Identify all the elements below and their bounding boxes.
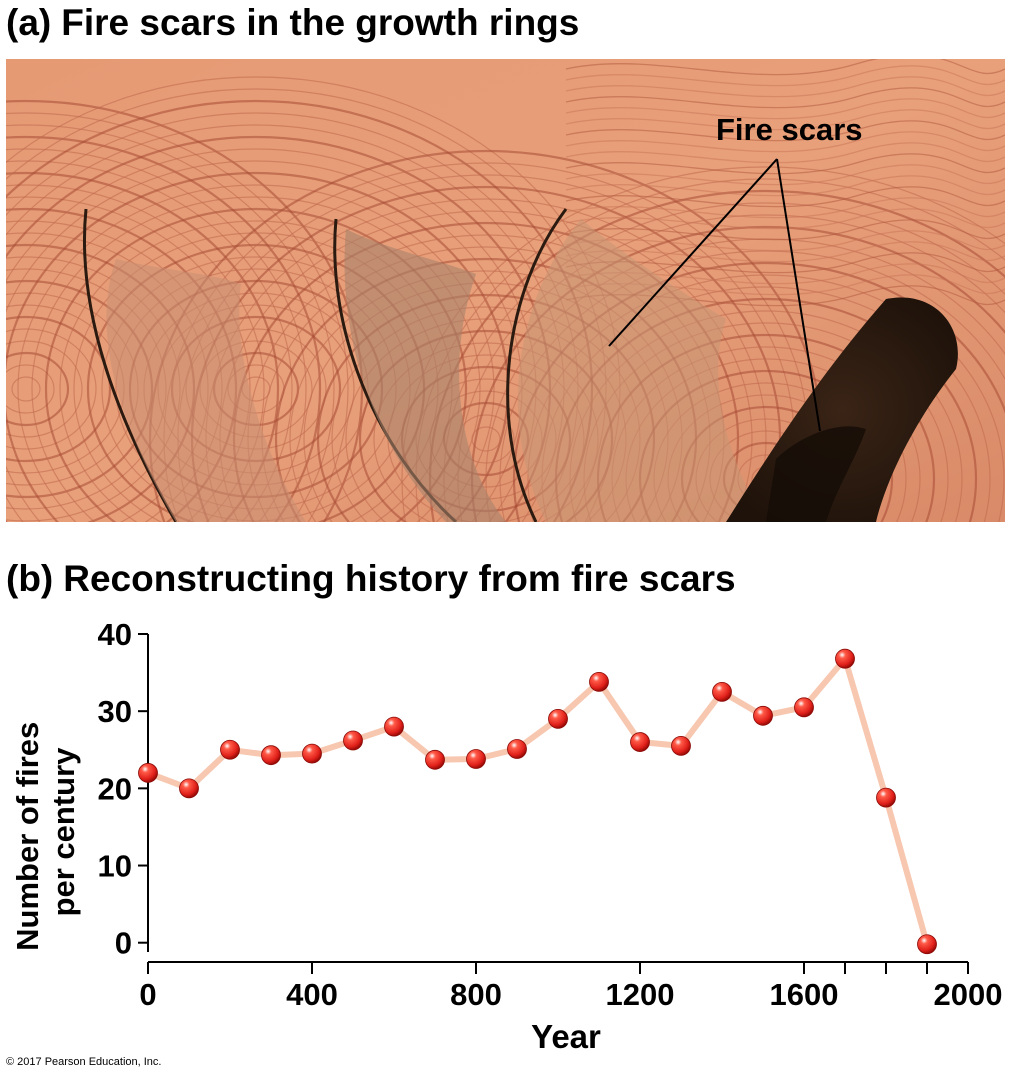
y-tick-label: 0 bbox=[115, 926, 132, 961]
y-tick-label: 10 bbox=[98, 849, 132, 884]
data-point bbox=[876, 787, 896, 808]
growth-ring bbox=[6, 171, 280, 522]
growth-ring bbox=[565, 208, 1005, 230]
growth-ring bbox=[6, 328, 97, 450]
y-axis-label-line-1: Number of fires bbox=[10, 722, 45, 951]
y-axis-label: Number of fires per century bbox=[10, 713, 81, 951]
growth-ring bbox=[565, 175, 1005, 197]
growth-ring bbox=[6, 160, 293, 522]
data-point bbox=[425, 749, 445, 770]
data-point bbox=[302, 743, 322, 764]
data-point bbox=[712, 681, 732, 702]
x-tick-label: 400 bbox=[286, 977, 338, 1012]
y-axis-label-line-2: per century bbox=[46, 747, 81, 917]
growth-ring bbox=[6, 148, 307, 522]
growth-ring bbox=[565, 252, 1005, 274]
data-point bbox=[835, 648, 855, 669]
data-point bbox=[138, 763, 158, 783]
growth-ring bbox=[6, 315, 112, 463]
growth-ring bbox=[527, 274, 1005, 522]
x-tick-label: 800 bbox=[450, 977, 502, 1012]
panel-a-heading: (a) Fire scars in the growth rings bbox=[6, 4, 579, 41]
fire-scars-label: Fire scars bbox=[716, 112, 863, 147]
data-point bbox=[753, 705, 773, 726]
growth-ring bbox=[565, 120, 1005, 142]
scar-wounds bbox=[106, 219, 958, 522]
growth-ring bbox=[565, 76, 1005, 98]
data-point bbox=[548, 708, 568, 729]
growth-ring bbox=[565, 219, 1005, 241]
data-point bbox=[671, 736, 691, 756]
growth-ring bbox=[565, 109, 1005, 131]
panel-b-heading: (b) Reconstructing history from fire scar… bbox=[6, 560, 736, 597]
data-point bbox=[507, 739, 527, 759]
growth-ring bbox=[6, 112, 349, 522]
growth-ring bbox=[11, 376, 41, 402]
data-point bbox=[794, 697, 814, 718]
growth-ring bbox=[6, 124, 335, 522]
growth-ring bbox=[6, 99, 363, 522]
panel-a-title: Fire scars in the growth rings bbox=[61, 2, 580, 43]
growth-ring bbox=[565, 65, 1005, 87]
data-point bbox=[466, 749, 486, 769]
growth-ring bbox=[6, 340, 83, 438]
data-point bbox=[630, 732, 650, 752]
growth-ring bbox=[6, 184, 265, 522]
panel-b-title: Reconstructing history from fire scars bbox=[63, 558, 736, 599]
growth-ring bbox=[17, 184, 495, 522]
growth-ring bbox=[401, 166, 1005, 522]
data-point bbox=[917, 934, 937, 955]
x-tick-label: 1600 bbox=[770, 977, 839, 1012]
growth-ring bbox=[565, 142, 1005, 164]
annotation-pointers bbox=[608, 158, 821, 432]
growth-ring bbox=[565, 87, 1005, 109]
growth-ring bbox=[565, 164, 1005, 186]
tree-ring-illustration bbox=[6, 59, 1005, 522]
growth-ring bbox=[6, 135, 322, 522]
panel-a-label: (a) bbox=[6, 2, 52, 43]
growth-ring bbox=[565, 59, 1005, 76]
x-tick-label: 2000 bbox=[934, 977, 1003, 1012]
growth-ring bbox=[512, 261, 1005, 522]
copyright-notice: © 2017 Pearson Education, Inc. bbox=[6, 1056, 162, 1068]
growth-ring bbox=[565, 230, 1005, 252]
tree-ring-photo bbox=[6, 59, 1005, 522]
x-tick-label: 1200 bbox=[606, 977, 675, 1012]
x-axis-label: Year bbox=[531, 1018, 601, 1055]
growth-ring bbox=[44, 207, 468, 522]
y-tick-label: 40 bbox=[98, 617, 132, 652]
y-tick-label: 30 bbox=[98, 694, 132, 729]
data-points bbox=[138, 648, 937, 955]
growth-ring bbox=[565, 131, 1005, 153]
growth-ring bbox=[6, 364, 55, 414]
data-point bbox=[220, 739, 240, 760]
data-point bbox=[261, 745, 281, 766]
growth-ring bbox=[471, 426, 501, 452]
growth-ring bbox=[565, 241, 1005, 263]
panel-b-label: (b) bbox=[6, 558, 54, 599]
growth-ring bbox=[565, 197, 1005, 219]
growth-ring bbox=[6, 196, 251, 522]
growth-ring bbox=[31, 196, 481, 522]
x-tick-label: 0 bbox=[139, 977, 156, 1012]
growth-ring bbox=[565, 153, 1005, 175]
data-point bbox=[384, 716, 404, 737]
growth-ring bbox=[565, 98, 1005, 120]
growth-ring bbox=[6, 351, 70, 427]
data-point bbox=[179, 778, 199, 799]
y-tick-label: 20 bbox=[98, 771, 132, 806]
data-point bbox=[589, 671, 609, 692]
chart-axes bbox=[138, 633, 969, 974]
growth-ring bbox=[565, 186, 1005, 208]
data-point bbox=[343, 730, 363, 751]
